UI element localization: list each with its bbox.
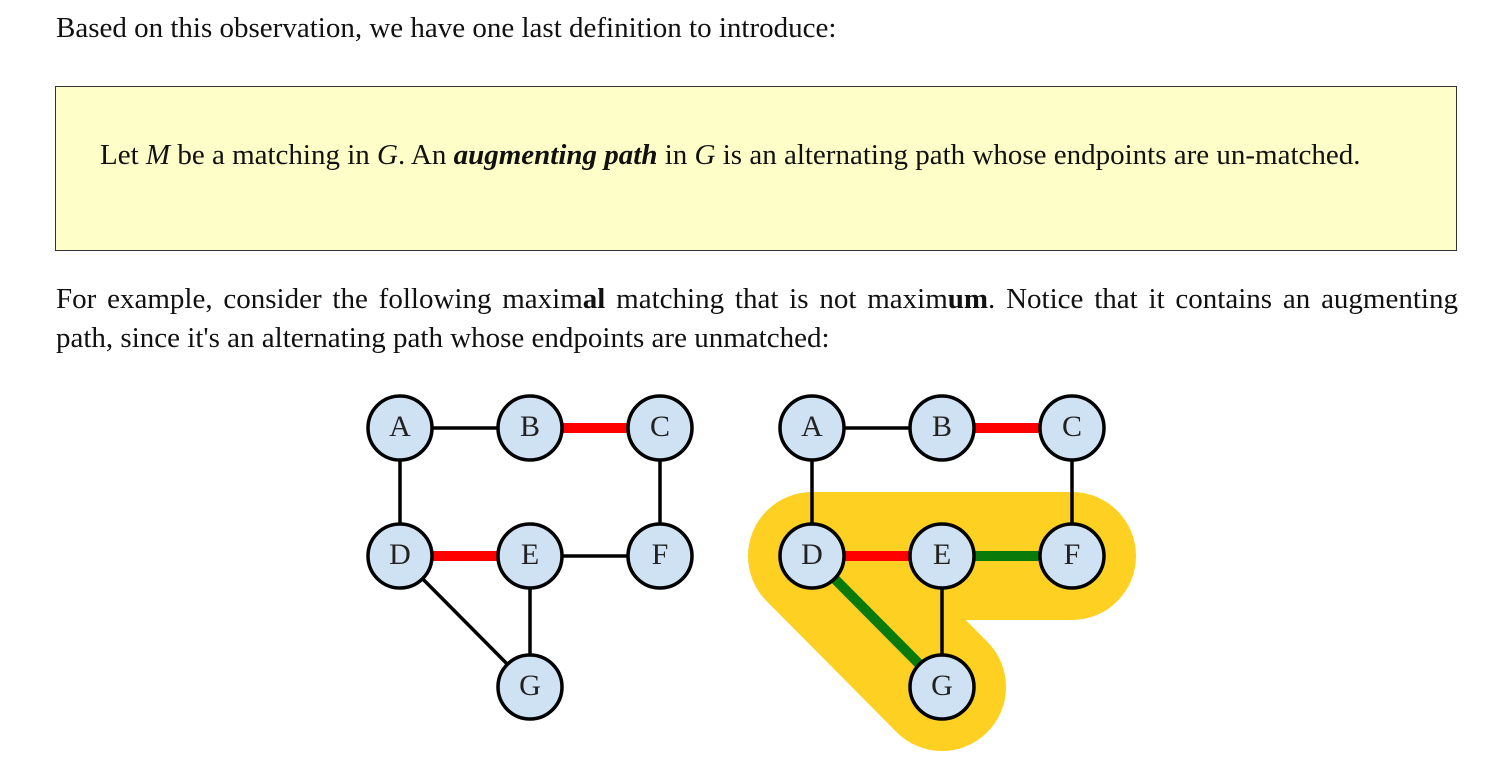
definition-text-part: in <box>657 139 695 171</box>
node-a: A <box>366 394 434 462</box>
node-c: C <box>1038 394 1106 462</box>
node-circle <box>626 522 694 590</box>
node-circle <box>496 394 564 462</box>
bold-suffix-al: al <box>582 283 606 315</box>
node-circle <box>778 394 846 462</box>
node-label: F <box>1064 538 1081 571</box>
node-label: C <box>650 410 670 443</box>
node-g: G <box>496 653 564 721</box>
node-circle <box>366 394 434 462</box>
node-b: B <box>496 394 564 462</box>
node-label: E <box>933 538 951 571</box>
definition-text: Let M be a matching in G. An augmenting … <box>100 136 1400 175</box>
variable-g: G <box>694 139 716 171</box>
node-circle <box>496 653 564 721</box>
node-b: B <box>908 394 976 462</box>
right-graph: A B C D E F G <box>748 394 1136 751</box>
definition-text-part: be a matching in <box>170 139 378 171</box>
node-circle <box>626 394 694 462</box>
bold-suffix-um: um <box>947 283 989 315</box>
node-label: G <box>519 669 541 702</box>
node-label: C <box>1062 410 1082 443</box>
node-f: F <box>626 522 694 590</box>
node-label: B <box>932 410 952 443</box>
example-text-part: For example, consider the following maxi… <box>56 283 583 315</box>
intro-paragraph: Based on this observation, we have one l… <box>56 12 837 44</box>
variable-g: G <box>377 139 398 171</box>
definition-text-part: Let <box>100 139 146 171</box>
node-circle <box>908 653 976 721</box>
left-graph: A B C D E F G <box>366 394 694 721</box>
node-circle <box>496 522 564 590</box>
node-circle <box>1038 522 1106 590</box>
node-c: C <box>626 394 694 462</box>
example-text-part: matching that is not maxim <box>605 283 948 315</box>
node-circle <box>1038 394 1106 462</box>
definition-text-part: . An <box>398 139 454 171</box>
defined-term: augmenting path <box>453 139 658 171</box>
node-circle <box>908 522 976 590</box>
node-label: G <box>931 669 953 702</box>
node-label: A <box>389 410 411 443</box>
node-circle <box>366 522 434 590</box>
node-label: F <box>652 538 669 571</box>
definition-text-part: is an alternating path whose endpoints a… <box>715 139 1361 171</box>
node-e: E <box>908 522 976 590</box>
node-circle <box>908 394 976 462</box>
node-label: D <box>801 538 823 571</box>
node-label: E <box>521 538 539 571</box>
definition-box: Let M be a matching in G. An augmenting … <box>55 86 1457 251</box>
node-d: D <box>778 522 846 590</box>
example-text-part: . Notice that it contains an augmenting … <box>56 283 1458 354</box>
node-label: B <box>520 410 540 443</box>
node-a: A <box>778 394 846 462</box>
node-f: F <box>1038 522 1106 590</box>
node-label: A <box>801 410 823 443</box>
node-circle <box>778 522 846 590</box>
node-e: E <box>496 522 564 590</box>
node-g: G <box>908 653 976 721</box>
example-paragraph: For example, consider the following maxi… <box>56 280 1458 358</box>
node-label: D <box>389 538 411 571</box>
node-d: D <box>366 522 434 590</box>
variable-m: M <box>145 139 171 171</box>
